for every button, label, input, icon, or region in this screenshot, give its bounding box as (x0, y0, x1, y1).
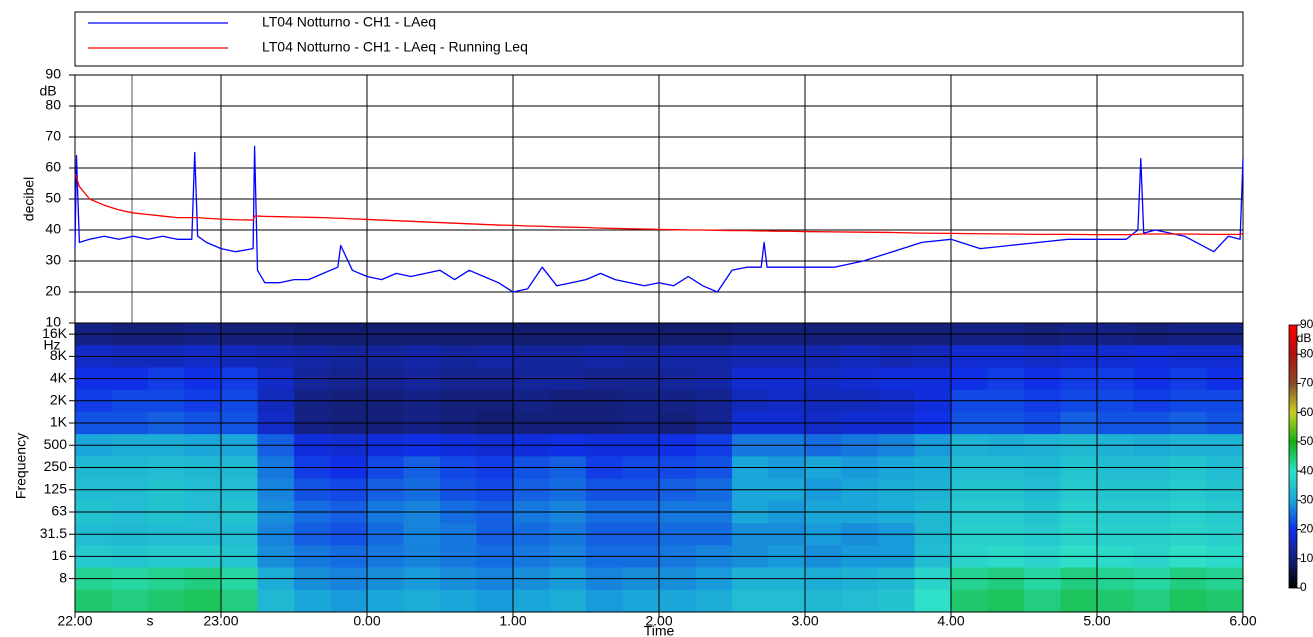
x-tick-label: 6.00 (1229, 613, 1256, 629)
spectrogram-cell (1097, 589, 1134, 613)
spectrogram-cell (111, 589, 149, 613)
spectrogram-cell (622, 589, 660, 613)
x-tick-label: 22.00 (57, 613, 92, 629)
x-unit: s (147, 613, 154, 629)
spectrogram-cell (1206, 589, 1244, 613)
y-tick-label: 80 (45, 97, 61, 113)
spectrogram-cell (1024, 589, 1061, 613)
y-unit: Hz (43, 337, 60, 353)
y-tick-label: 125 (44, 480, 68, 496)
y-tick-label: 4K (50, 369, 68, 385)
y-tick-label: 70 (45, 128, 61, 144)
spectrogram-cell (732, 589, 769, 613)
spectrogram-cell (184, 589, 222, 613)
y-tick-label: 250 (44, 458, 68, 474)
spectrogram-cell (1060, 589, 1098, 613)
y-axis-label: Frequency (13, 433, 29, 499)
colorbar-tick-label: 80 (1300, 346, 1313, 360)
y-tick-label: 10 (45, 314, 61, 330)
y-axis-label: decibel (21, 177, 37, 221)
y-tick-label: 1K (50, 414, 68, 430)
y-tick-label: 500 (44, 436, 68, 452)
legend-label: LT04 Notturno - CH1 - LAeq - Running Leq (262, 39, 528, 55)
y-tick-label: 63 (51, 503, 67, 519)
y-tick-label: 31.5 (40, 525, 67, 541)
y-tick-label: 16K (42, 325, 68, 341)
spectrogram-cell (695, 589, 733, 613)
spectrogram-cell (1133, 589, 1171, 613)
spectrogram-cell (440, 589, 477, 613)
spectrogram-cell (367, 589, 404, 613)
y-unit: dB (39, 83, 56, 99)
y-tick-label: 8 (59, 569, 67, 585)
y-tick-label: 8K (50, 347, 68, 363)
legend-label: LT04 Notturno - CH1 - LAeq (262, 14, 436, 30)
colorbar-tick-label: 50 (1300, 434, 1313, 448)
spectrogram-cell (330, 589, 368, 613)
x-tick-label: 1.00 (499, 613, 526, 629)
spectrogram-cell (403, 589, 441, 613)
spectrogram-cell (586, 589, 623, 613)
spectrogram-cell (75, 589, 112, 613)
y-tick-label: 90 (45, 66, 61, 82)
spectrogram-cell (878, 589, 915, 613)
x-tick-label: 5.00 (1083, 613, 1110, 629)
x-tick-label: 2.00 (645, 613, 672, 629)
colorbar-unit: dB (1297, 331, 1312, 345)
y-tick-label: 40 (45, 221, 61, 237)
spectrogram-cell (148, 589, 185, 613)
x-tick-label: 3.00 (791, 613, 818, 629)
spectrogram-cell (294, 589, 331, 613)
colorbar-tick-label: 30 (1300, 493, 1313, 507)
data-line (74, 145, 1244, 293)
data-line (74, 173, 1244, 236)
x-tick-label: 0.00 (353, 613, 380, 629)
x-tick-label: 23.00 (203, 613, 238, 629)
x-axis-label: Time (644, 623, 675, 637)
y-tick-label: 60 (45, 159, 61, 175)
spectrogram-cell (805, 589, 842, 613)
colorbar (1288, 324, 1298, 589)
spectrogram-cell (841, 589, 879, 613)
spectrogram-cell (549, 589, 587, 613)
colorbar-tick-label: 0 (1300, 580, 1307, 594)
spectrogram-cell (914, 589, 952, 613)
spectrogram-cell (476, 589, 514, 613)
spectrogram-cell (659, 589, 696, 613)
legend-box (74, 11, 1244, 67)
colorbar-tick-label: 70 (1300, 376, 1313, 390)
y-tick-label: 30 (45, 252, 61, 268)
y-tick-label: 50 (45, 190, 61, 206)
spectrogram-cell (257, 589, 295, 613)
y-tick-label: 20 (45, 283, 61, 299)
x-tick-label: 4.00 (937, 613, 964, 629)
colorbar-tick-label: 60 (1300, 405, 1313, 419)
colorbar-tick-label: 90 (1300, 317, 1313, 331)
spectrogram-cell (221, 589, 258, 613)
spectrogram-cell (951, 589, 988, 613)
spectrogram-cell (513, 589, 550, 613)
spectrogram-cell (987, 589, 1025, 613)
y-tick-label: 2K (50, 392, 68, 408)
colorbar-tick-label: 40 (1300, 463, 1313, 477)
colorbar-tick-label: 10 (1300, 551, 1313, 565)
colorbar-tick-label: 20 (1300, 522, 1313, 536)
spectrogram-cell (1170, 589, 1207, 613)
spectrogram-cell (768, 589, 806, 613)
y-tick-label: 16 (51, 547, 67, 563)
